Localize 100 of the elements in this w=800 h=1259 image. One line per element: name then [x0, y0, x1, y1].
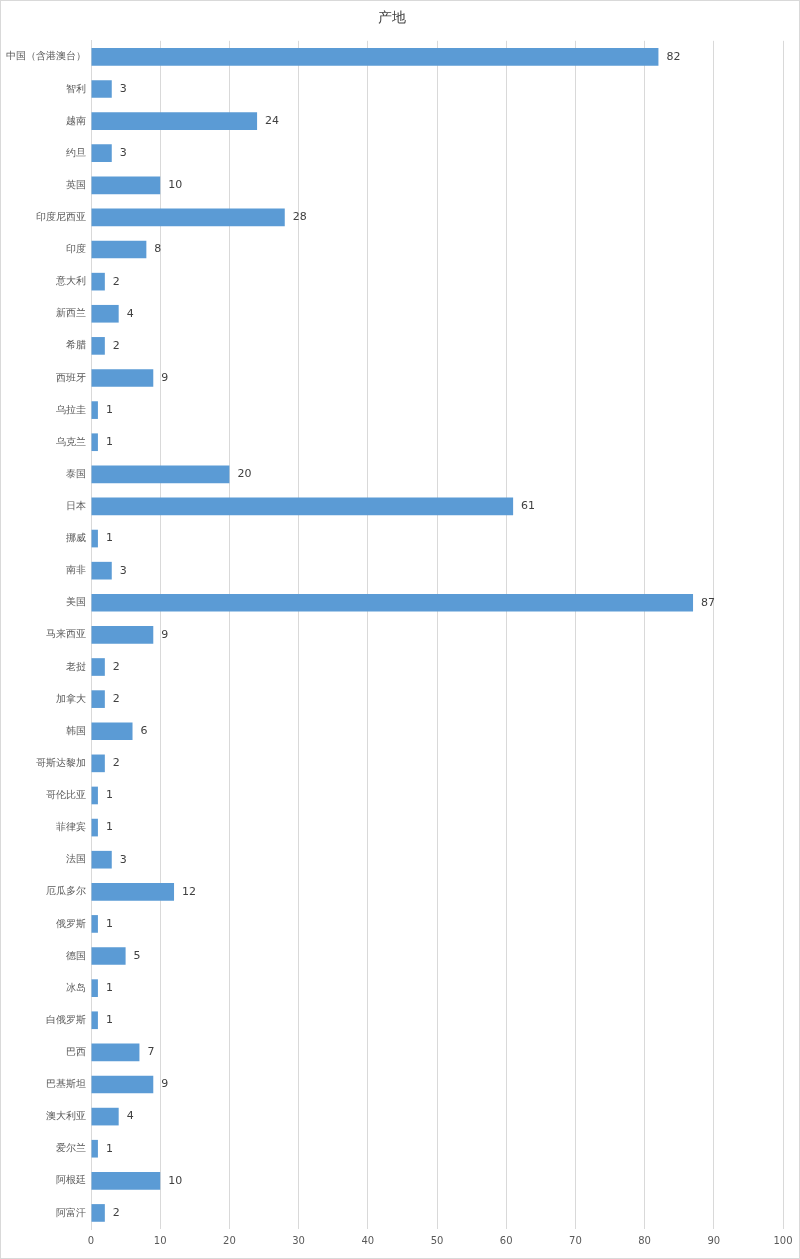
data-label: 9 [161, 1077, 169, 1091]
y-tick-label: 哥伦比亚 [46, 789, 86, 801]
bar [91, 1075, 154, 1094]
bar [91, 176, 161, 195]
y-tick-label: 日本 [66, 500, 86, 512]
y-tick-label: 俄罗斯 [56, 917, 86, 929]
data-label: 2 [112, 274, 120, 288]
y-tick-label: 南非 [66, 564, 86, 576]
data-label: 61 [521, 499, 536, 513]
y-tick-label: 中国（含港澳台） [6, 50, 86, 62]
y-tick-label: 爱尔兰 [56, 1142, 86, 1154]
data-label: 1 [105, 1141, 113, 1155]
data-label: 10 [168, 178, 183, 192]
y-tick-label: 韩国 [66, 724, 86, 736]
y-tick-label: 印度尼西亚 [36, 211, 86, 223]
y-tick-label: 菲律宾 [56, 821, 86, 833]
y-tick-label: 挪威 [66, 532, 86, 544]
data-label: 3 [119, 146, 127, 160]
x-tick-label: 60 [499, 1234, 513, 1246]
data-label: 1 [105, 531, 113, 545]
bar [91, 690, 105, 708]
y-tick-label: 阿根廷 [56, 1174, 86, 1186]
bar [91, 401, 98, 419]
data-label: 8 [154, 242, 162, 256]
bar [91, 722, 133, 741]
y-tick-label: 加拿大 [56, 692, 86, 704]
data-label: 2 [112, 691, 120, 705]
y-tick-label: 新西兰 [56, 307, 86, 319]
data-label: 1 [105, 981, 113, 995]
bar [91, 144, 112, 163]
data-label: 1 [105, 820, 113, 834]
bar [91, 1107, 119, 1126]
y-tick-label: 德国 [66, 949, 86, 961]
bar [91, 626, 154, 644]
y-tick-label: 巴基斯坦 [46, 1078, 86, 1090]
bar [91, 465, 230, 484]
data-label: 28 [292, 210, 307, 224]
y-tick-label: 约旦 [66, 146, 86, 158]
bar [91, 433, 98, 452]
bar [91, 786, 98, 805]
bar [91, 561, 112, 580]
data-label: 82 [666, 49, 681, 63]
y-tick-label: 厄瓜多尔 [46, 885, 86, 897]
y-tick-label: 印度 [66, 243, 86, 255]
data-label: 3 [119, 852, 127, 866]
bar [91, 882, 175, 901]
chart-title: 产地 [377, 9, 406, 26]
data-label: 1 [105, 916, 113, 930]
y-tick-label: 越南 [66, 114, 86, 126]
y-tick-label: 意大利 [55, 275, 86, 287]
data-label: 87 [701, 595, 716, 609]
y-tick-label: 美国 [66, 596, 86, 608]
bar [91, 658, 105, 676]
data-label: 4 [126, 306, 134, 320]
x-tick-label: 0 [87, 1234, 95, 1246]
data-label: 4 [126, 1109, 134, 1123]
y-tick-label: 乌克兰 [56, 435, 86, 447]
data-label: 3 [119, 81, 127, 95]
bar [91, 850, 112, 869]
data-label: 10 [168, 1173, 183, 1187]
bar [91, 529, 98, 548]
x-tick-label: 50 [430, 1234, 444, 1246]
bar [91, 272, 105, 291]
x-tick-label: 40 [361, 1234, 375, 1246]
x-tick-label: 30 [292, 1234, 305, 1246]
data-label: 12 [182, 884, 197, 898]
y-tick-label: 西班牙 [56, 371, 86, 383]
data-label: 1 [105, 788, 113, 802]
y-tick-label: 智利 [66, 82, 86, 94]
y-tick-label: 哥斯达黎加 [36, 756, 86, 768]
bar [91, 1043, 140, 1062]
bar [91, 304, 119, 323]
y-tick-label: 乌拉圭 [56, 403, 86, 415]
y-tick-label: 冰岛 [66, 981, 86, 993]
data-label: 1 [105, 402, 113, 416]
bar [91, 593, 694, 612]
bar [91, 818, 98, 837]
data-label: 1 [105, 435, 113, 449]
bar [91, 337, 105, 355]
y-tick-label: 澳大利亚 [46, 1110, 86, 1122]
data-label: 2 [112, 659, 120, 673]
y-tick-label: 老挝 [66, 660, 86, 672]
x-tick-label: 10 [153, 1234, 167, 1246]
y-tick-label: 白俄罗斯 [46, 1013, 86, 1025]
y-tick-label: 马来西亚 [46, 628, 86, 640]
bar [91, 1172, 161, 1190]
data-label: 20 [237, 467, 252, 481]
data-label: 9 [161, 627, 169, 641]
data-label: 24 [265, 113, 280, 127]
bar [91, 1011, 98, 1030]
bar [91, 1204, 105, 1222]
bar [91, 208, 285, 227]
bar [91, 979, 98, 997]
data-label: 2 [112, 756, 120, 770]
bar [91, 497, 514, 516]
data-label: 1 [105, 1013, 113, 1027]
data-label: 2 [112, 1205, 120, 1219]
y-tick-label: 阿富汗 [56, 1206, 86, 1218]
y-tick-label: 泰国 [66, 467, 86, 479]
x-tick-label: 20 [223, 1234, 236, 1246]
